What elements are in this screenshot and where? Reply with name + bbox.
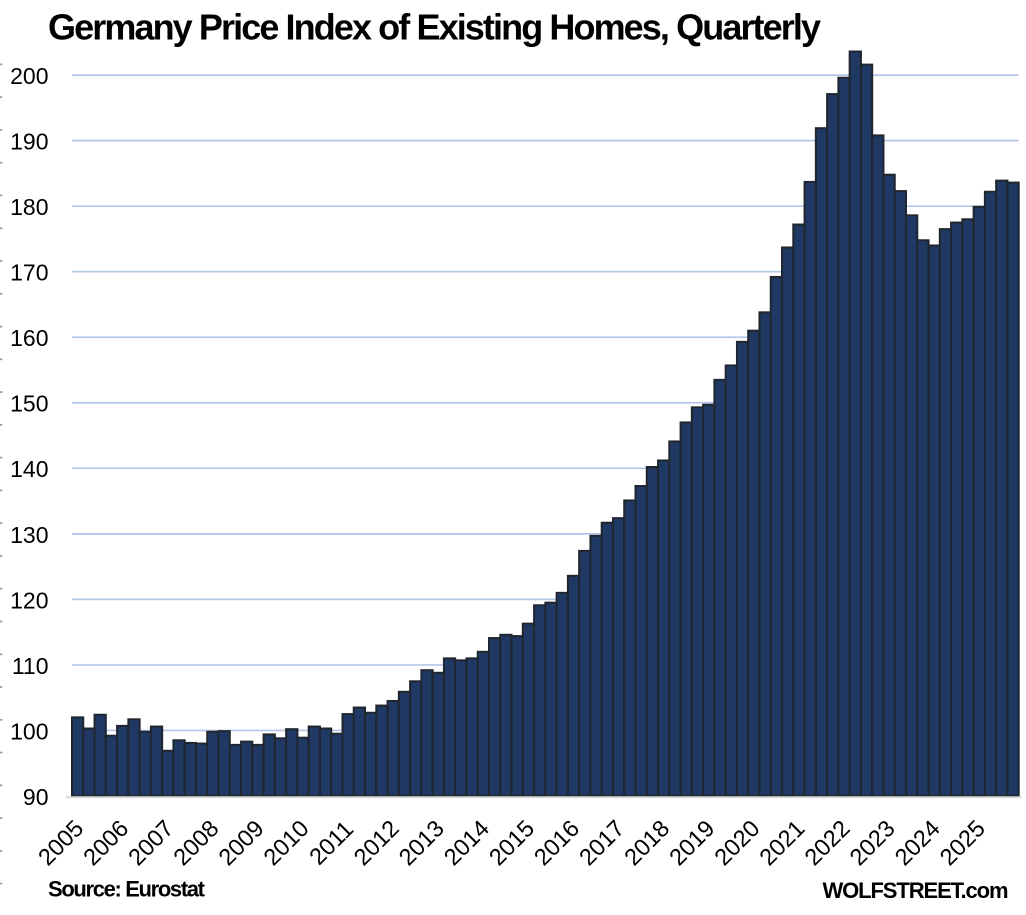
- svg-text:150: 150: [10, 391, 48, 417]
- svg-text:90: 90: [23, 784, 49, 810]
- svg-text:Source: Eurostat: Source: Eurostat: [48, 877, 206, 902]
- svg-text:160: 160: [10, 325, 48, 351]
- svg-text:130: 130: [10, 522, 48, 548]
- svg-text:WOLFSTREET.com: WOLFSTREET.com: [822, 878, 1008, 903]
- svg-text:200: 200: [10, 63, 48, 89]
- svg-text:180: 180: [10, 194, 48, 220]
- svg-text:110: 110: [12, 653, 49, 679]
- svg-text:Germany Price Index of Existin: Germany Price Index of Existing Homes, Q…: [48, 7, 821, 48]
- svg-text:170: 170: [10, 260, 48, 286]
- svg-text:190: 190: [10, 129, 48, 155]
- svg-text:140: 140: [10, 456, 48, 482]
- svg-text:100: 100: [10, 718, 48, 744]
- svg-text:120: 120: [10, 587, 48, 613]
